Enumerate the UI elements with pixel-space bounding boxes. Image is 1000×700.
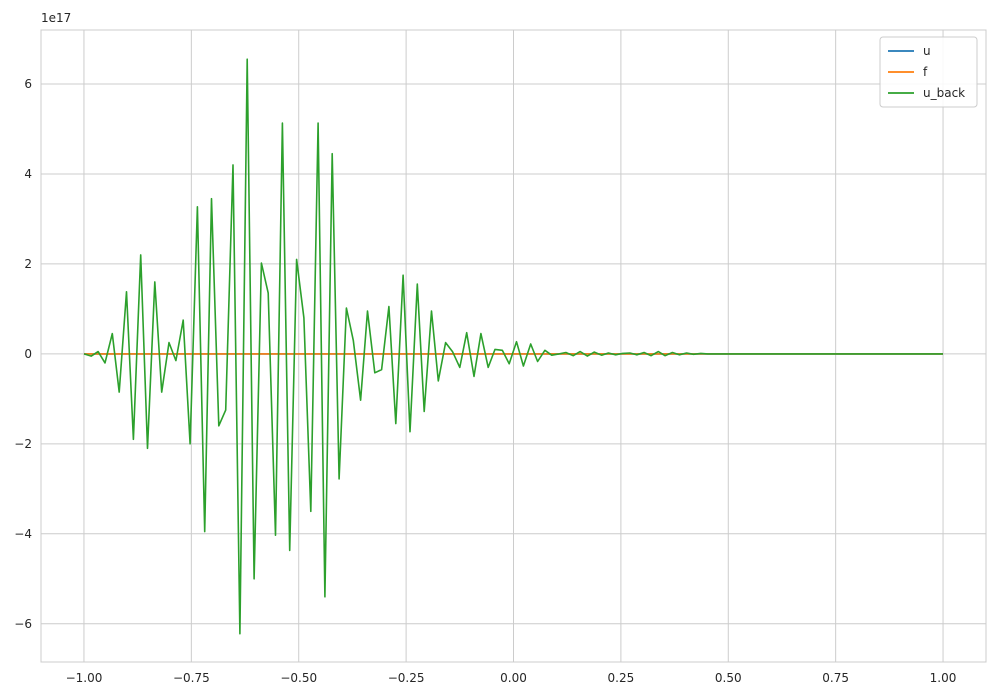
x-tick-label: 0.00 (500, 671, 527, 685)
plot-frame (40, 29, 987, 663)
y-tick-label: 6 (24, 77, 32, 91)
legend: uf u_back (879, 36, 978, 108)
series-line-u-back (83, 58, 943, 635)
y-tick-label: 2 (24, 257, 32, 271)
series-layer (83, 58, 943, 635)
y-tick-label: −2 (14, 437, 32, 451)
x-tick-label: −1.00 (66, 671, 103, 685)
x-tick-label: −0.25 (388, 671, 425, 685)
tick-labels: −1.00 −0.75 −0.50 −0.25 0.00 0.25 0.50 0.75 1.00… (14, 77, 956, 685)
legend-box (879, 36, 978, 108)
y-tick-label: −4 (14, 527, 32, 541)
legend-label: f (923, 65, 928, 79)
x-tick-label: 0.25 (608, 671, 635, 685)
x-tick-label: 0.75 (822, 671, 849, 685)
legend-label: u_back (923, 86, 965, 100)
x-tick-label: 1.00 (930, 671, 957, 685)
legend-label: u (923, 44, 931, 58)
y-tick-label: −6 (14, 617, 32, 631)
x-tick-label: 0.50 (715, 671, 742, 685)
y-tick-label: 0 (24, 347, 32, 361)
y-offset-text: 1e17 (41, 11, 71, 25)
x-tick-label: −0.75 (173, 671, 210, 685)
y-tick-label: 4 (24, 167, 32, 181)
x-tick-label: −0.50 (280, 671, 317, 685)
grid-layer (41, 30, 986, 662)
